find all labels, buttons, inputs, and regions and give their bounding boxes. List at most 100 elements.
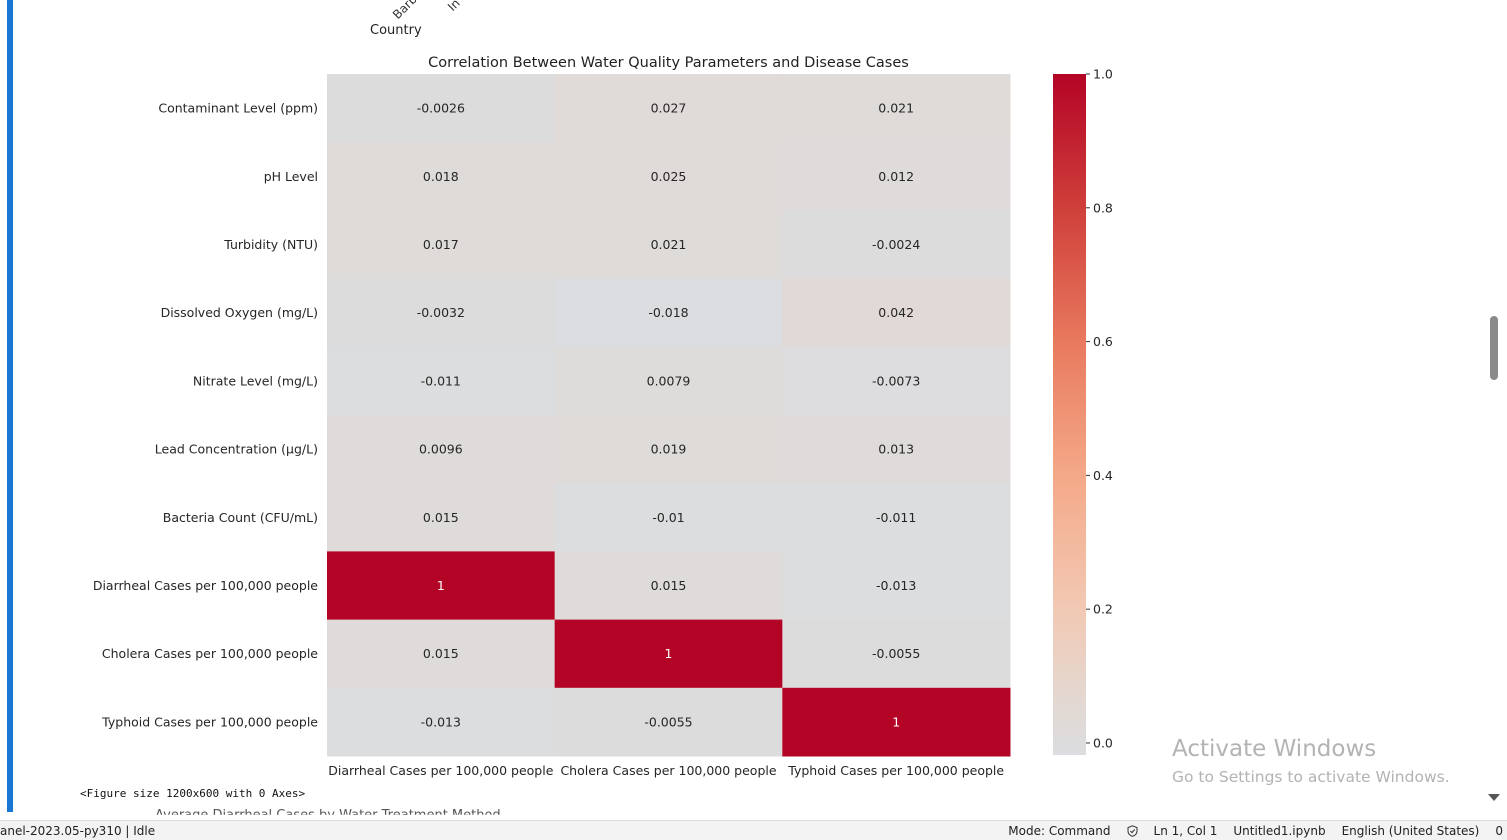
cell-value-label: 0.015 — [423, 510, 459, 525]
cell-value-label: -0.0055 — [644, 714, 692, 729]
heatmap-cell — [782, 415, 1011, 484]
cell-value-label: 1 — [892, 714, 900, 729]
scroll-down-arrow-icon[interactable] — [1488, 794, 1500, 801]
activation-subtitle: Go to Settings to activate Windows. — [1172, 768, 1450, 786]
cell-value-label: -0.0055 — [872, 646, 920, 661]
column-tick-label: Cholera Cases per 100,000 people — [560, 763, 776, 778]
heatmap-cell — [554, 346, 783, 416]
cell-value-label: -0.0073 — [872, 373, 920, 388]
row-tick-label: Diarrheal Cases per 100,000 people — [93, 578, 318, 593]
row-tick-label: Contaminant Level (ppm) — [158, 101, 318, 116]
cell-value-label: -0.013 — [421, 714, 461, 729]
cell-value-label: 0.013 — [878, 442, 914, 457]
heatmap-cell — [554, 483, 783, 552]
heatmap-cell — [782, 551, 1011, 621]
status-bar-right: Mode: Command Ln 1, Col 1 Untitled1.ipyn… — [1008, 824, 1503, 838]
cell-value-label: 0.042 — [878, 305, 914, 320]
heatmap-cell — [782, 74, 1011, 143]
cell-value-label: 1 — [665, 646, 673, 661]
heatmap-cell — [782, 619, 1011, 689]
previous-chart-x-axis-label: Country — [370, 23, 422, 38]
cell-value-label: -0.013 — [876, 578, 916, 593]
heatmap-cell — [782, 278, 1011, 348]
cell-value-label: 0.0079 — [647, 373, 691, 388]
row-tick-label: Bacteria Count (CFU/mL) — [163, 510, 318, 525]
heatmap-cell — [327, 210, 556, 280]
heatmap-cell — [782, 346, 1011, 416]
heatmap-cell — [554, 278, 783, 348]
scrollbar-thumb[interactable] — [1490, 316, 1498, 380]
heatmap-cell — [327, 142, 556, 211]
row-tick-label: Turbidity (NTU) — [223, 237, 318, 252]
vertical-scrollbar[interactable] — [1486, 0, 1502, 812]
heatmap-cell — [327, 687, 556, 757]
heatmap-cell — [327, 483, 556, 552]
shield-icon[interactable] — [1127, 825, 1138, 837]
cell-value-label: -0.0032 — [417, 305, 465, 320]
notification-count[interactable]: 0 — [1495, 824, 1503, 838]
colorbar-tick-label: 0.0 — [1093, 735, 1113, 750]
heatmap-cell — [554, 142, 783, 211]
file-name[interactable]: Untitled1.ipynb — [1233, 824, 1326, 838]
colorbar-tick-label: 0.2 — [1093, 602, 1113, 617]
row-tick-label: Dissolved Oxygen (mg/L) — [161, 305, 318, 320]
heatmap-cell — [327, 551, 556, 621]
colorbar-tick-label: 0.4 — [1093, 468, 1113, 483]
heatmap-cell — [327, 619, 556, 689]
heatmap-cell — [554, 551, 783, 621]
cell-value-label: -0.011 — [421, 373, 461, 388]
windows-activation-watermark: Activate Windows Go to Settings to activ… — [1172, 736, 1450, 786]
heatmap-cell — [554, 210, 783, 280]
heatmap-cell — [327, 415, 556, 484]
cell-value-label: -0.011 — [876, 510, 916, 525]
cell-value-label: 0.015 — [651, 578, 687, 593]
heatmap-cell — [782, 210, 1011, 280]
figure-size-output: <Figure size 1200x600 with 0 Axes> — [80, 787, 306, 800]
chart-title: Correlation Between Water Quality Parame… — [428, 55, 909, 71]
heatmap-cell — [327, 74, 556, 143]
cell-value-label: 0.017 — [423, 237, 459, 252]
heatmap-cell — [554, 687, 783, 757]
heatmap-cell — [554, 74, 783, 143]
row-tick-label: Lead Concentration (µg/L) — [155, 442, 318, 457]
heatmap-cell — [782, 687, 1011, 757]
heatmap-cell — [327, 278, 556, 348]
cell-value-label: -0.018 — [648, 305, 688, 320]
heatmap-cell — [554, 415, 783, 484]
correlation-heatmap: Correlation Between Water Quality Parame… — [93, 55, 1113, 778]
activation-title: Activate Windows — [1172, 736, 1377, 762]
cell-value-label: -0.0024 — [872, 237, 920, 252]
cell-value-label: 0.025 — [651, 169, 687, 184]
column-tick-label: Typhoid Cases per 100,000 people — [787, 763, 1004, 778]
row-tick-label: Cholera Cases per 100,000 people — [102, 646, 318, 661]
heatmap-cell — [327, 346, 556, 416]
cell-value-label: 0.012 — [878, 169, 914, 184]
cursor-position[interactable]: Ln 1, Col 1 — [1153, 824, 1218, 838]
cell-value-label: -0.01 — [652, 510, 684, 525]
row-tick-label: pH Level — [264, 169, 318, 184]
cell-value-label: 0.0096 — [419, 442, 463, 457]
cell-value-label: 0.021 — [878, 101, 914, 116]
cell-value-label: 0.027 — [651, 101, 687, 116]
heatmap-cell — [554, 619, 783, 689]
column-tick-label: Diarrheal Cases per 100,000 people — [328, 763, 553, 778]
colorbar-tick-label: 0.6 — [1093, 334, 1113, 349]
row-tick-label: Typhoid Cases per 100,000 people — [101, 714, 318, 729]
status-bar: anel-2023.05-py310 | Idle Mode: Command … — [0, 820, 1507, 840]
cell-value-label: 0.018 — [423, 169, 459, 184]
kernel-status[interactable]: anel-2023.05-py310 | Idle — [0, 824, 156, 838]
cell-value-label: 0.015 — [423, 646, 459, 661]
colorbar-tick-label: 0.8 — [1093, 200, 1113, 215]
heatmap-cell — [782, 142, 1011, 211]
language-indicator[interactable]: English (United States) — [1341, 824, 1480, 838]
active-cell-indicator[interactable] — [7, 0, 13, 812]
next-output-heading: Average Diarrheal Cases by Water Treatme… — [155, 808, 501, 823]
colorbar-tick-label: 1.0 — [1093, 67, 1113, 82]
cell-value-label: 0.021 — [651, 237, 687, 252]
mode-indicator[interactable]: Mode: Command — [1008, 824, 1111, 838]
row-tick-label: Nitrate Level (mg/L) — [193, 373, 318, 388]
heatmap-cell — [782, 483, 1011, 552]
cell-value-label: -0.0026 — [417, 101, 465, 116]
colorbar — [1053, 74, 1086, 755]
